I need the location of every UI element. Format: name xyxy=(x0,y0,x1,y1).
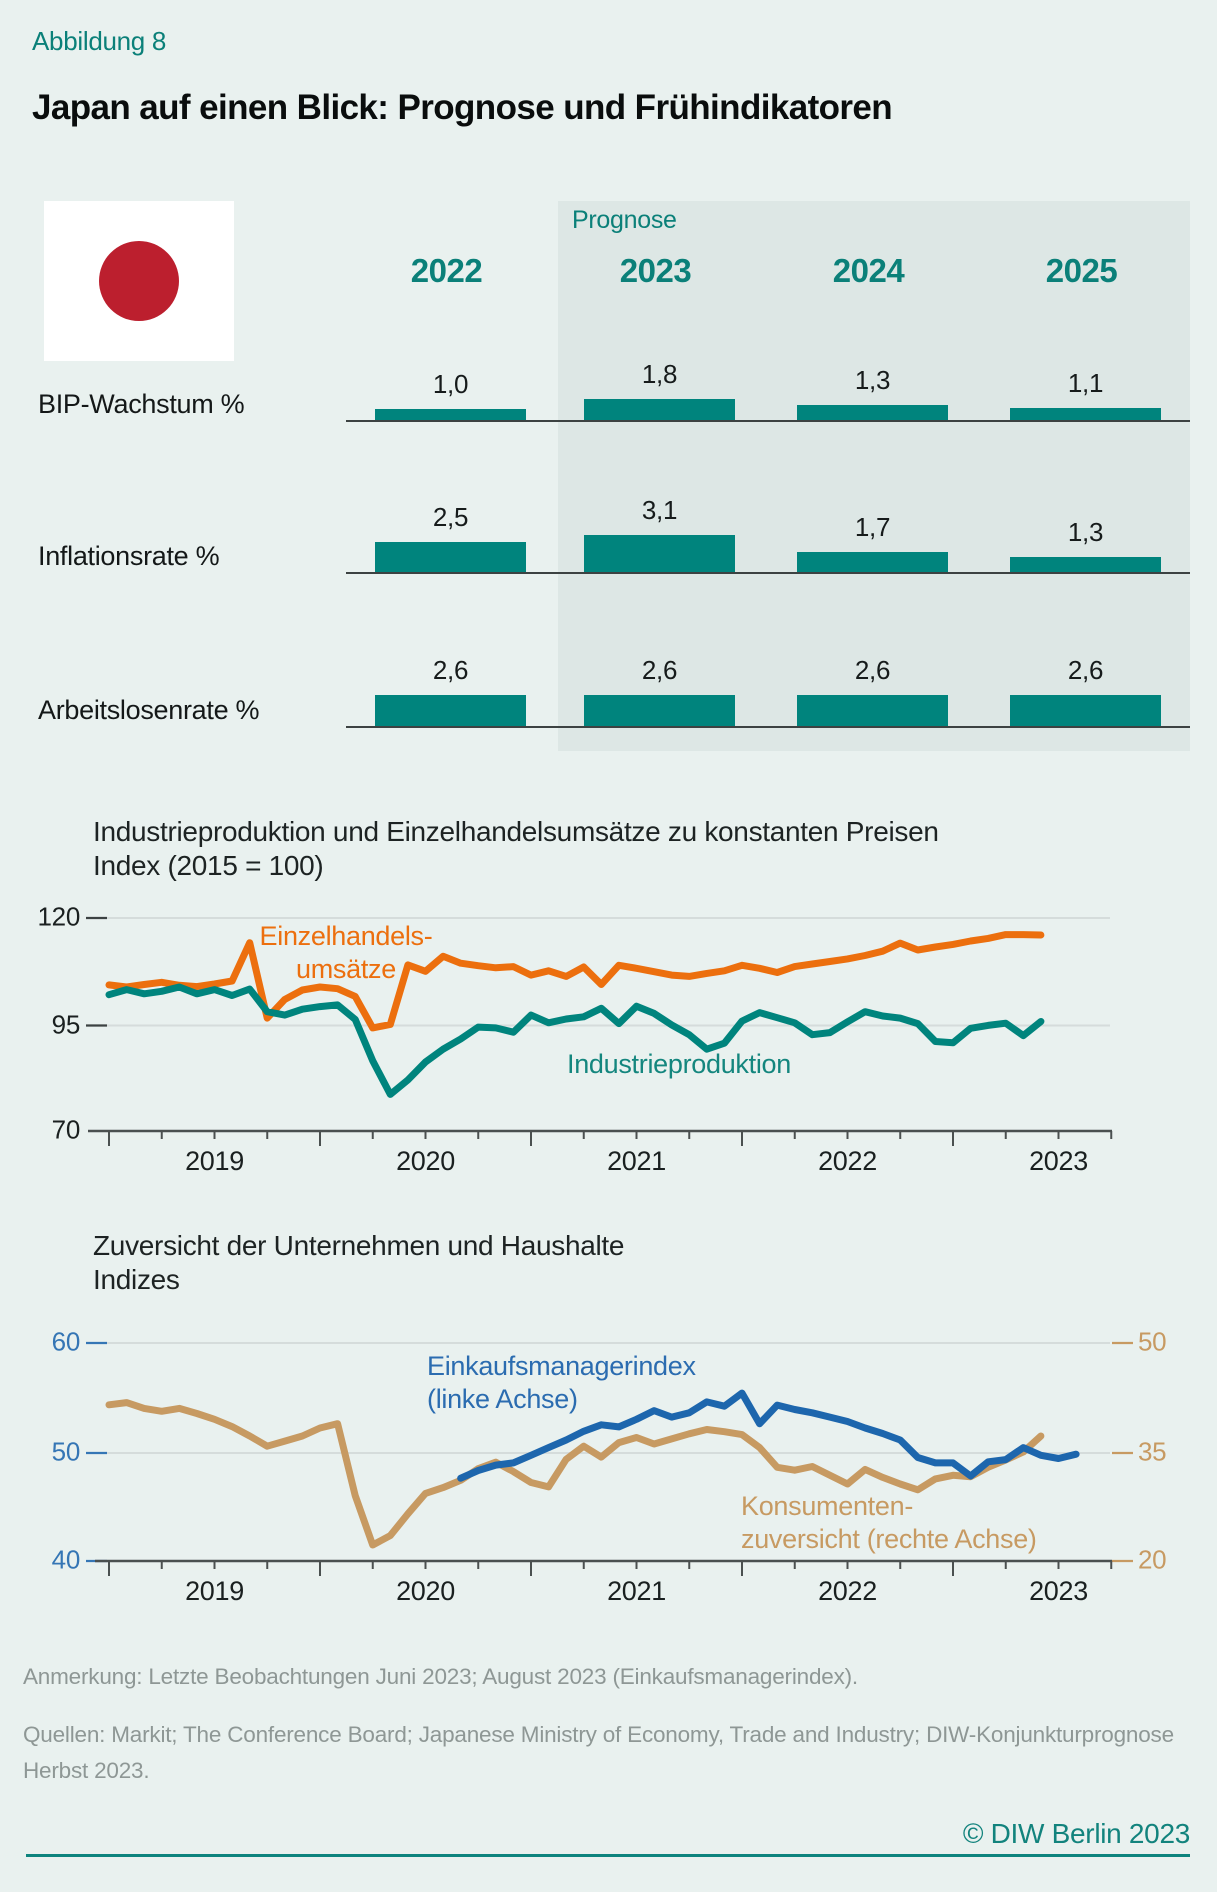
bar-row0-col3 xyxy=(1010,408,1161,421)
chart2-left-ytick-50: 50 xyxy=(51,1436,81,1467)
bar-value-row0-col0: 1,0 xyxy=(432,369,469,399)
bar-row1-col2 xyxy=(797,552,948,573)
bar-value-row2-col2: 2,6 xyxy=(854,655,891,685)
row-axis-line-0 xyxy=(346,420,1190,422)
bar-value-row2-col1: 2,6 xyxy=(641,655,678,685)
chart1-xtick-2021: 2021 xyxy=(607,1146,666,1176)
bar-value-row0-col1: 1,8 xyxy=(641,359,678,389)
bar-value-row0-col3: 1,1 xyxy=(1067,368,1104,398)
bar-row2-col2 xyxy=(797,695,948,727)
pmi-series-label-line2: (linke Achse) xyxy=(427,1384,578,1414)
bar-row0-col2 xyxy=(797,405,948,421)
chart1-xtick-2020: 2020 xyxy=(396,1146,455,1176)
chart2-xtick-2019: 2019 xyxy=(185,1576,244,1606)
chart2-title: Zuversicht der Unternehmen und Haushalte xyxy=(93,1230,625,1261)
bar-value-row1-col0: 2,5 xyxy=(432,502,469,532)
pmi-series-label: Einkaufsmanagerindex (linke Achse) xyxy=(427,1350,696,1416)
bar-row2-col3 xyxy=(1010,695,1161,727)
bar-row2-col0 xyxy=(375,695,526,727)
bar-row1-col0 xyxy=(375,542,526,573)
row-label-0: BIP-Wachstum % xyxy=(38,389,245,419)
bar-value-row2-col3: 2,6 xyxy=(1067,655,1104,685)
retail-sales-series-label-line1: Einzelhandels- xyxy=(259,921,433,951)
consumer-confidence-series-label-line2: zuversicht (rechte Achse) xyxy=(741,1524,1037,1554)
chart2-xtick-2023: 2023 xyxy=(1029,1576,1088,1606)
bar-value-row1-col3: 1,3 xyxy=(1067,517,1104,547)
pmi-series-label-line1: Einkaufsmanagerindex xyxy=(427,1351,696,1381)
chart1-ytick-120: 120 xyxy=(37,901,81,932)
year-header-2025: 2025 xyxy=(1045,252,1118,289)
sources-text-line1: Quellen: Markit; The Conference Board; J… xyxy=(23,1722,1174,1747)
chart1-xtick-2023: 2023 xyxy=(1029,1146,1088,1176)
row-label-2: Arbeitslosenrate % xyxy=(38,695,260,725)
prognose-label: Prognose xyxy=(572,206,677,234)
row-axis-line-2 xyxy=(346,726,1190,728)
japan-flag-sun xyxy=(99,241,179,321)
chart1-xtick-2019: 2019 xyxy=(185,1146,244,1176)
chart2-right-ytick-20: 20 xyxy=(1138,1544,1167,1575)
prognose-forecast-panel xyxy=(558,201,1190,751)
chart2-xtick-2022: 2022 xyxy=(818,1576,877,1606)
bar-row1-col1 xyxy=(584,535,735,573)
copyright-text: © DIW Berlin 2023 xyxy=(962,1818,1190,1849)
year-header-2023: 2023 xyxy=(619,252,692,289)
chart2-right-ytick-35: 35 xyxy=(1138,1436,1167,1467)
bar-row0-col1 xyxy=(584,399,735,421)
chart1-subtitle: Index (2015 = 100) xyxy=(93,850,324,881)
chart2-left-ytick-40: 40 xyxy=(51,1544,81,1575)
year-header-2024: 2024 xyxy=(832,252,905,289)
page-title: Japan auf einen Blick: Prognose und Früh… xyxy=(32,88,893,127)
year-header-2022: 2022 xyxy=(410,252,483,289)
bar-row1-col3 xyxy=(1010,557,1161,573)
row-label-1: Inflationsrate % xyxy=(38,541,220,571)
retail-sales-series-label-line2: umsätze xyxy=(296,954,396,984)
row-axis-line-1 xyxy=(346,572,1190,574)
chart1-xtick-2022: 2022 xyxy=(818,1146,877,1176)
chart1-ytick-95: 95 xyxy=(51,1008,81,1039)
consumer-confidence-series-label-line1: Konsumenten- xyxy=(741,1491,914,1521)
chart2-xtick-2021: 2021 xyxy=(607,1576,666,1606)
bar-value-row1-col2: 1,7 xyxy=(854,512,891,542)
retail-sales-series-label: Einzelhandels- umsätze xyxy=(240,920,452,986)
bar-value-row1-col1: 3,1 xyxy=(641,495,678,525)
note-text: Anmerkung: Letzte Beobachtungen Juni 202… xyxy=(23,1664,858,1689)
figure-number-label: Abbildung 8 xyxy=(32,26,167,56)
chart1-title: Industrieproduktion und Einzelhandelsums… xyxy=(93,816,939,847)
bar-row0-col0 xyxy=(375,409,526,421)
chart2-subtitle: Indizes xyxy=(93,1264,180,1295)
chart2-xtick-2020: 2020 xyxy=(396,1576,455,1606)
chart2-left-ytick-60: 60 xyxy=(51,1326,81,1357)
bottom-rule xyxy=(26,1854,1190,1857)
industrial-production-series-label: Industrieproduktion xyxy=(567,1049,791,1079)
chart2-right-ytick-50: 50 xyxy=(1138,1326,1167,1357)
japan-flag-icon xyxy=(44,201,234,361)
bar-value-row0-col2: 1,3 xyxy=(854,365,891,395)
chart1-ytick-70: 70 xyxy=(51,1114,81,1145)
sources-text-line2: Herbst 2023. xyxy=(23,1758,150,1783)
bar-row2-col1 xyxy=(584,695,735,727)
consumer-confidence-series-label: Konsumenten- zuversicht (rechte Achse) xyxy=(741,1490,1037,1556)
bar-value-row2-col0: 2,6 xyxy=(432,655,469,685)
